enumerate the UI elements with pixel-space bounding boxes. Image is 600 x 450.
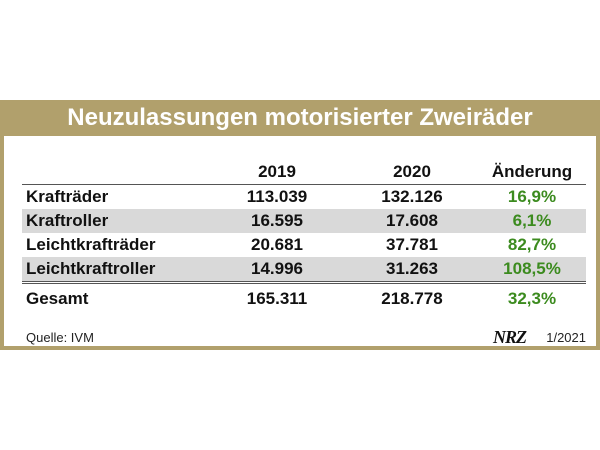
value-change: 6,1% [512,211,552,230]
total-2019: 165.311 [246,289,308,308]
value-2019: 20.681 [251,235,303,254]
value-change: 82,7% [507,235,557,254]
column-header-change: Änderung [491,162,573,181]
infographic-frame: Neuzulassungen motorisierter Zweiräder 2… [0,100,600,350]
header-divider [22,184,586,185]
source-note: Quelle: IVM [26,330,94,345]
registrations-table: 2019 2020 Änderung Krafträder 113.039 13… [22,160,586,311]
value-2020: 37.781 [386,235,438,254]
table-header-row: 2019 2020 Änderung [22,160,586,184]
total-label: Gesamt [26,289,89,308]
value-2020: 31.263 [386,259,438,278]
row-label: Kraftroller [26,211,109,230]
table-row: Leichtkraftroller 14.996 31.263 108,5% [22,257,586,281]
table-row: Krafträder 113.039 132.126 16,9% [22,185,586,209]
total-divider [22,281,586,284]
value-2019: 113.039 [246,187,308,206]
row-label: Leichtkrafträder [26,235,156,254]
row-label: Krafträder [26,187,109,206]
nrz-logo: NRZ [493,327,527,347]
value-2020: 17.608 [386,211,438,230]
issue-date: 1/2021 [546,330,586,345]
infographic-title: Neuzulassungen motorisierter Zweiräder [4,100,596,136]
row-label: Leichtkraftroller [26,259,156,278]
value-change: 108,5% [503,259,561,278]
infographic-footer: Quelle: IVM NRZ 1/2021 [22,327,586,347]
total-2020: 218.778 [381,289,443,308]
total-row: Gesamt 165.311 218.778 32,3% [22,287,586,311]
total-change: 32,3% [507,289,557,308]
column-header-2020: 2020 [393,162,431,181]
value-change: 16,9% [507,187,557,206]
table-row: Leichtkrafträder 20.681 37.781 82,7% [22,233,586,257]
column-header-2019: 2019 [258,162,296,181]
value-2019: 14.996 [251,259,303,278]
value-2020: 132.126 [381,187,443,206]
table-row: Kraftroller 16.595 17.608 6,1% [22,209,586,233]
value-2019: 16.595 [251,211,303,230]
